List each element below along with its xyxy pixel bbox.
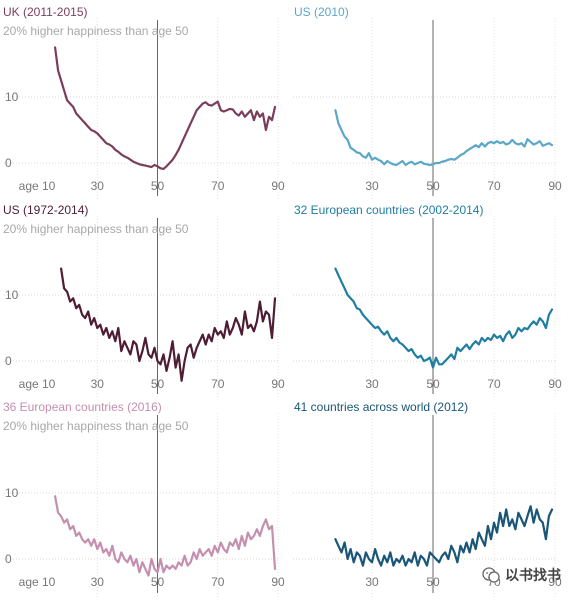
x-tick-label: 30 — [365, 377, 379, 391]
series-line — [334, 109, 554, 167]
series-line — [334, 505, 554, 567]
panel-title: 32 European countries (2002-2014) — [294, 203, 483, 217]
x-tick-label: 70 — [211, 377, 225, 391]
panel-title: UK (2011-2015) — [3, 5, 88, 19]
watermark-text: 以书找书 — [505, 568, 561, 584]
y-tick-label: 0 — [5, 552, 12, 566]
x-tick-label: 50 — [151, 575, 165, 589]
watermark: 以书找书 — [482, 564, 561, 586]
x-tick-label: 30 — [91, 377, 105, 391]
panel-subtitle: 20% higher happiness than age 50 — [3, 24, 189, 38]
panel-title: US (2010) — [294, 5, 349, 19]
x-tick-label: 70 — [211, 179, 225, 193]
x-tick-label: age 10 — [19, 377, 56, 391]
panel-subtitle: 20% higher happiness than age 50 — [3, 419, 189, 433]
panel-title: 36 European countries (2016) — [3, 400, 162, 414]
series-line — [54, 46, 277, 170]
y-tick-label: 10 — [5, 90, 19, 104]
x-tick-label: 30 — [365, 575, 379, 589]
x-tick-label: 90 — [271, 575, 285, 589]
y-tick-label: 10 — [5, 288, 19, 302]
x-tick-label: 70 — [487, 377, 501, 391]
x-tick-label: 50 — [426, 575, 440, 589]
x-tick-label: 90 — [548, 575, 562, 589]
y-tick-label: 0 — [5, 354, 12, 368]
x-tick-label: 30 — [91, 575, 105, 589]
x-tick-label: 90 — [548, 377, 562, 391]
x-tick-label: 50 — [426, 377, 440, 391]
x-tick-label: 50 — [426, 179, 440, 193]
y-tick-label: 10 — [5, 486, 19, 500]
x-tick-label: 90 — [271, 377, 285, 391]
series-line — [334, 267, 554, 369]
x-tick-label: 90 — [548, 179, 562, 193]
x-tick-label: age 10 — [19, 179, 56, 193]
panel-title: 41 countries across world (2012) — [294, 400, 468, 414]
x-tick-label: 30 — [365, 179, 379, 193]
x-tick-label: 90 — [271, 179, 285, 193]
x-tick-label: 50 — [151, 179, 165, 193]
panel-title: US (1972-2014) — [3, 203, 88, 217]
series-line — [60, 267, 277, 382]
x-tick-label: 50 — [151, 377, 165, 391]
y-tick-label: 0 — [5, 156, 12, 170]
panel-subtitle: 20% higher happiness than age 50 — [3, 222, 189, 236]
x-tick-label: 30 — [91, 179, 105, 193]
series-line — [54, 495, 277, 577]
x-tick-label: 70 — [211, 575, 225, 589]
x-tick-label: age 10 — [19, 575, 56, 589]
wechat-icon — [482, 567, 500, 583]
x-tick-label: 70 — [487, 179, 501, 193]
